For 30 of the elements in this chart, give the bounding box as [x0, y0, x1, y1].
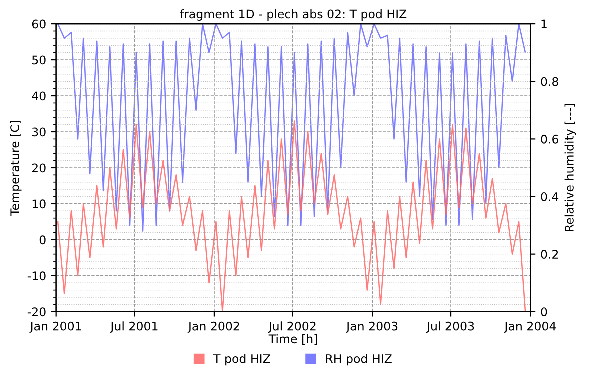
- x-tick-label: Jul 2002: [268, 322, 316, 333]
- line-series: [57, 24, 526, 232]
- y2-axis-title: Relative humidity [---]: [564, 104, 576, 232]
- x-tick-label: Jul 2003: [426, 322, 474, 333]
- y-tick-label: 50: [32, 56, 46, 65]
- legend-label: T pod HIZ: [213, 354, 270, 366]
- y-tick-label: 30: [32, 128, 46, 137]
- y2-tick-label: 1: [542, 20, 547, 29]
- y-tick-label: 20: [32, 164, 46, 173]
- x-tick-label: Jan 2002: [188, 322, 240, 333]
- y-tick-label: 40: [32, 92, 46, 101]
- y-tick-label: -10: [28, 272, 46, 281]
- legend-label: RH pod HIZ: [326, 354, 392, 366]
- y-tick-label: 0: [40, 236, 46, 245]
- y2-tick-label: 0: [541, 308, 548, 317]
- y2-tick-label: 0.6: [541, 134, 558, 144]
- y2-tick-label: 0.2: [541, 250, 558, 259]
- x-tick-label: Jan 2001: [30, 322, 82, 333]
- line-series: [57, 120, 526, 312]
- x-tick-label: Jan 2004: [504, 322, 556, 333]
- x-tick-label: Jul 2001: [110, 322, 158, 333]
- y-axis-title: Temperature [C]: [10, 121, 22, 216]
- y-tick-label: 60: [32, 20, 46, 29]
- x-axis-title: Time [h]: [268, 334, 318, 345]
- y2-tick-label: 0.8: [541, 77, 558, 86]
- x-tick-label: Jan 2003: [346, 322, 398, 333]
- y-tick-label: 10: [32, 200, 46, 209]
- chart-title: fragment 1D - plech abs 02: T pod HIZ: [180, 10, 407, 21]
- y-tick-label: -20: [28, 308, 46, 317]
- y2-tick-label: 0.4: [541, 192, 559, 202]
